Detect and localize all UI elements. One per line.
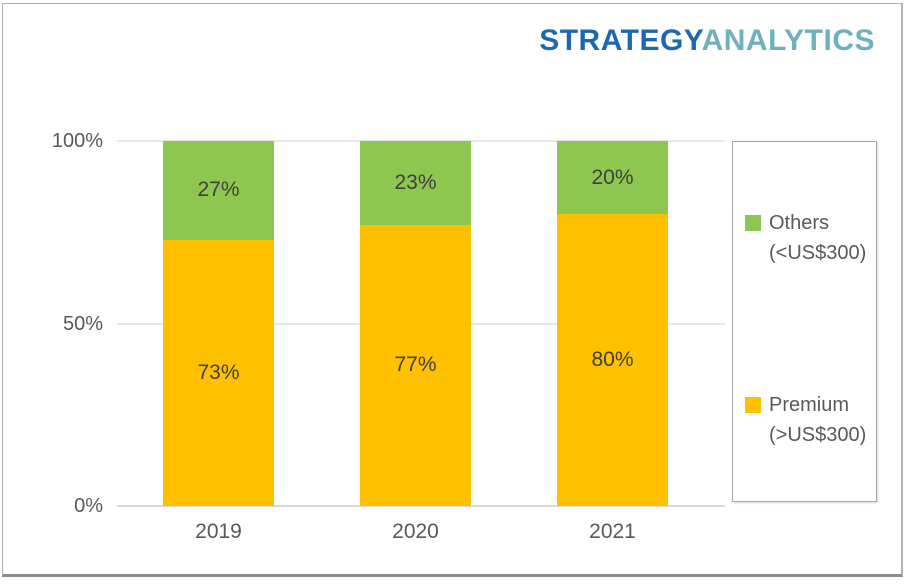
legend-swatch-others-icon	[745, 215, 761, 231]
brand-logo: STRATEGYANALYTICS	[539, 24, 875, 58]
y-axis-tick-50%: 50%	[62, 312, 103, 335]
legend-item-others: Others (<US$300)	[745, 208, 866, 268]
bar-segment-premium-2019	[163, 239, 274, 506]
brand-logo-analytics: ANALYTICS	[701, 24, 875, 57]
bar-label-others-2021: 20%	[591, 165, 634, 189]
y-axis-tick-0%: 0%	[74, 495, 103, 517]
bar-segment-premium-2020	[360, 224, 471, 506]
brand-logo-strategy: STRATEGY	[539, 24, 702, 57]
bar-segment-others-2019	[163, 141, 274, 240]
legend-swatch-premium-icon	[745, 397, 761, 413]
bar-label-premium-2019: 73%	[197, 360, 240, 384]
bar-segment-others-2021	[557, 141, 668, 214]
bar-label-others-2019: 27%	[197, 178, 240, 202]
y-axis-tick-100%: 100%	[51, 130, 103, 152]
bar-label-premium-2021: 80%	[591, 348, 634, 371]
bar-label-premium-2020: 77%	[394, 353, 437, 377]
legend-label-premium: Premium	[769, 394, 850, 416]
legend-label-others-range: (<US$300)	[769, 242, 867, 264]
x-axis-tick-2021: 2021	[589, 520, 636, 543]
x-axis-tick-2019: 2019	[195, 520, 242, 543]
legend-label-others: Others	[769, 212, 830, 234]
legend-label-premium-range: (>US$300)	[769, 424, 867, 446]
legend-item-premium: Premium (>US$300)	[745, 390, 866, 450]
legend: Others (<US$300) Premium (>US$300)	[732, 141, 877, 502]
chart-frame	[2, 3, 903, 577]
bar-segment-others-2020	[360, 141, 471, 225]
gridline-0%	[117, 505, 725, 507]
bar-segment-premium-2021	[557, 214, 668, 506]
x-axis-tick-2020: 2020	[392, 520, 439, 543]
bar-label-others-2020: 23%	[394, 170, 437, 194]
